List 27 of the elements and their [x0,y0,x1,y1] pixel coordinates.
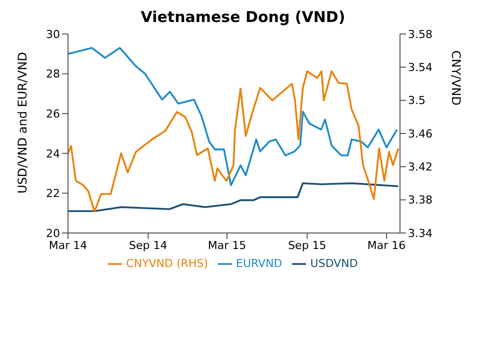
x-tick-label: Sep 14 [129,238,168,252]
line-series [68,47,398,186]
line-series [68,182,400,212]
y2-tick-label: 3.5 [408,94,426,108]
y-axis-title: USD/VND and EUR/VND [15,52,30,194]
legend-label: EURVND [236,257,282,270]
legend-label: CNYVND (RHS) [126,257,208,270]
y-tick-label: 26 [46,108,60,121]
x-tick-label: Mar 15 [208,238,246,252]
y-tick-label: 28 [46,68,60,81]
y2-tick-label: 3.34 [408,226,432,240]
y2-tick-label: 3.38 [408,194,432,207]
chart-title: Vietnamese Dong (VND) [140,8,346,26]
x-tick-label: Mar 16 [367,238,406,252]
y2-tick-label: 3.46 [408,127,432,140]
y2-tick-label: 3.58 [408,28,432,41]
x-tick-label: Sep 15 [288,238,326,252]
y-tick-label: 22 [46,187,60,200]
y2-tick-label: 3.42 [408,160,432,174]
y2-axis-title: CNY/VND [448,50,463,106]
x-tick-label: Mar 14 [48,238,88,252]
y-tick-label: 24 [46,147,60,160]
line-series [68,70,400,212]
y-tick-label: 20 [46,226,60,240]
y2-tick-label: 3.54 [408,61,432,74]
legend-label: USDVND [310,257,358,270]
y-tick-label: 30 [46,28,60,41]
